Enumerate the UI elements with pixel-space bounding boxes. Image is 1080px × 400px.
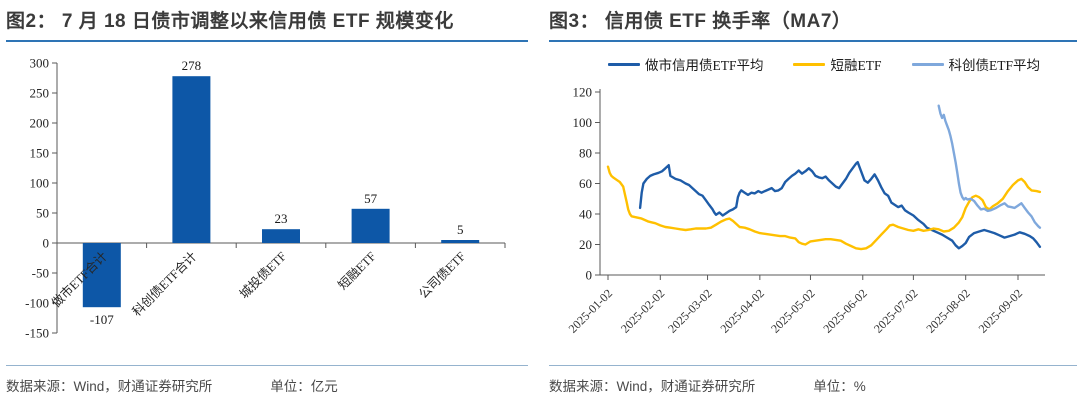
legend-item: 做市信用债ETF平均 — [607, 54, 764, 74]
y-axis-tick-label: 100 — [573, 115, 593, 130]
category-label: 公司债ETF — [416, 249, 468, 301]
figure3-legend: 做市信用债ETF平均 短融ETF 科创债ETF平均 — [598, 54, 1050, 74]
legend-item: 短融ETF — [793, 54, 882, 74]
figure3-title: 图3： 信用债 ETF 换手率（MA7） — [549, 6, 1077, 42]
y-axis-tick-label: 250 — [30, 86, 50, 101]
figure3-footer: 数据来源：Wind，财通证券研究所 单位：% — [549, 365, 1077, 395]
category-label: 科创债ETF合计 — [129, 249, 200, 320]
x-axis-tick-label: 2025-04-02 — [717, 286, 766, 335]
figure2-footer: 数据来源：Wind，财通证券研究所 单位：亿元 — [6, 365, 528, 395]
legend-label: 做市信用债ETF平均 — [644, 58, 764, 73]
legend-label: 短融ETF — [830, 58, 882, 73]
figure2-bar-chart: 300250200150100500-50-100-150-107做市ETF合计… — [25, 56, 506, 341]
figure2-title: 图2： 7 月 18 日债市调整以来信用债 ETF 规模变化 — [6, 6, 528, 42]
figure2-panel: 图2： 7 月 18 日债市调整以来信用债 ETF 规模变化 300 250 200… — [6, 6, 528, 395]
y-axis-tick-label: -50 — [32, 266, 49, 281]
legend-item: 科创债ETF平均 — [911, 54, 1041, 74]
y-axis-tick-label: 200 — [30, 116, 50, 131]
figure3-source: 数据来源：Wind，财通证券研究所 — [549, 379, 756, 394]
bar — [351, 208, 390, 243]
bar-value-label: 278 — [182, 58, 202, 73]
x-axis-tick-label: 2025-06-02 — [820, 286, 869, 335]
series-line — [937, 104, 1042, 229]
figure3-panel: 图3： 信用债 ETF 换手率（MA7） 做市信用债ETF平均 短融ETF 科创债E… — [540, 0, 1080, 400]
legend-label: 科创债ETF平均 — [948, 58, 1041, 73]
y-axis-tick-label: 50 — [36, 206, 49, 221]
bar — [82, 243, 121, 308]
bar-value-label: 57 — [364, 191, 378, 206]
y-axis-tick-label: 60 — [579, 176, 592, 191]
x-axis-tick-label: 2025-08-02 — [923, 286, 972, 335]
series-line — [606, 165, 1042, 251]
bar — [172, 76, 211, 243]
bar-value-label: -107 — [90, 312, 114, 327]
y-axis-tick-label: 120 — [573, 85, 593, 100]
figure3-unit: 单位：% — [813, 379, 866, 394]
x-axis-tick-label: 2025-07-02 — [871, 286, 920, 335]
x-axis-tick-label: 2025-09-02 — [976, 286, 1025, 335]
legend-line-swatch — [793, 62, 826, 66]
x-axis-tick-label: 2025-02-02 — [618, 286, 667, 335]
y-axis-tick-label: 300 — [30, 56, 50, 71]
series-line — [638, 160, 1042, 250]
y-axis-tick-label: 100 — [30, 176, 50, 191]
y-axis-tick-label: 0 — [43, 236, 50, 251]
bar-value-label: 5 — [457, 222, 464, 237]
figure2-source: 数据来源：Wind，财通证券研究所 — [6, 379, 213, 394]
y-axis-tick-label: 0 — [586, 268, 593, 283]
x-axis-tick-label: 2025-05-02 — [768, 286, 817, 335]
bar — [441, 240, 480, 243]
bar — [262, 229, 300, 243]
legend-line-swatch — [911, 62, 944, 66]
figure2-unit: 单位：亿元 — [270, 379, 338, 394]
y-axis-tick-label: 40 — [579, 207, 592, 222]
bar-value-label: 23 — [275, 211, 288, 226]
x-axis-tick-label: 2025-03-02 — [665, 286, 714, 335]
category-label: 城投债ETF — [236, 248, 289, 301]
category-label: 短融ETF — [335, 249, 378, 292]
y-axis-tick-label: 150 — [30, 146, 50, 161]
x-axis-tick-label: 2025-01-02 — [566, 286, 615, 335]
y-axis-tick-label: 20 — [579, 237, 592, 252]
legend-line-swatch — [607, 62, 640, 66]
y-axis-tick-label: -100 — [25, 296, 49, 311]
y-axis-tick-label: -150 — [25, 326, 49, 341]
y-axis-tick-label: 80 — [579, 146, 592, 161]
